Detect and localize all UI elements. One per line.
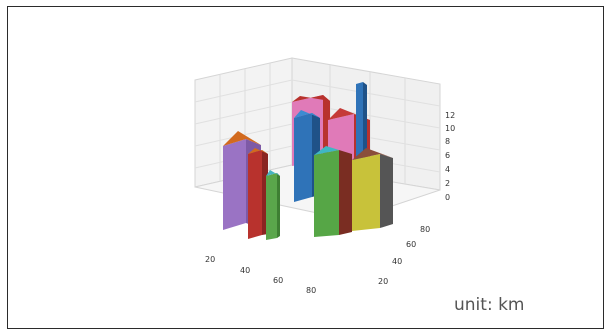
z-tick-label: 12 — [445, 111, 455, 120]
x-tick-label: 40 — [240, 266, 250, 275]
unit-label: unit: km — [454, 295, 525, 315]
z-axis: 12 10 8 6 4 2 0 — [445, 111, 455, 202]
bar-group — [223, 82, 393, 240]
z-tick-label: 2 — [445, 179, 450, 188]
bar-yellow — [352, 148, 393, 231]
x-tick-label: 80 — [306, 286, 316, 295]
bar-blue-back — [356, 82, 367, 160]
z-tick-label: 4 — [445, 165, 450, 174]
z-tick-label: 0 — [445, 193, 450, 202]
z-tick-label: 10 — [445, 124, 455, 133]
x-tick-label: 20 — [205, 255, 215, 264]
x-tick-label: 60 — [273, 276, 283, 285]
bar-red — [248, 148, 268, 239]
x-axis: 20 40 60 80 — [205, 255, 316, 295]
z-tick-label: 8 — [445, 137, 450, 146]
y-tick-label: 80 — [420, 225, 430, 234]
y-tick-label: 20 — [378, 277, 388, 286]
bar-green-big — [314, 146, 352, 237]
z-tick-label: 6 — [445, 151, 450, 160]
bar-green-small — [266, 170, 280, 240]
y-axis: 20 40 60 80 — [378, 225, 430, 286]
y-tick-label: 40 — [392, 257, 402, 266]
y-tick-label: 60 — [406, 240, 416, 249]
